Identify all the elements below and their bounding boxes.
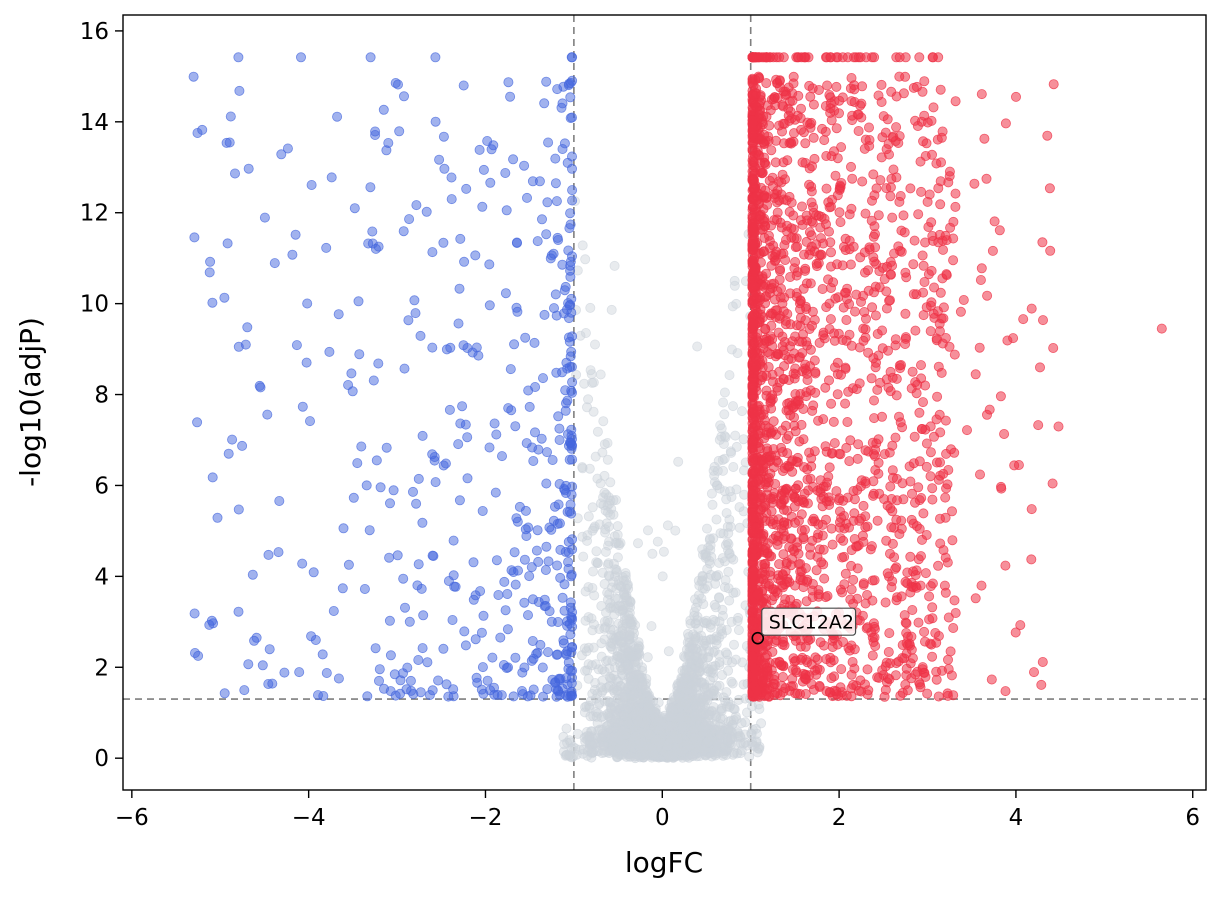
y-tick-label: 14 [80, 110, 109, 136]
scatter-points-layer [188, 52, 1167, 764]
highlight-label: SLC12A2 [769, 612, 854, 634]
highlight-label-box [761, 607, 857, 636]
x-tick-label: 2 [832, 805, 847, 831]
y-tick-label: 0 [94, 746, 109, 772]
series-up-regulated [747, 52, 1064, 702]
series-not-significant [558, 196, 767, 764]
y-tick-label: 4 [94, 564, 109, 590]
y-tick-label: 2 [94, 655, 109, 681]
y-axis-label: -log10(adjP) [14, 317, 47, 487]
y-tick-label: 10 [80, 292, 109, 318]
x-tick-label: −6 [115, 805, 149, 831]
x-tick-label: −2 [469, 805, 503, 831]
highlight-marker [751, 631, 765, 645]
axes-layer: −6 −4 −2 0 2 4 6 0 2 4 6 8 10 12 14 16 [80, 14, 1207, 831]
x-tick-label: −4 [292, 805, 326, 831]
y-tick-label: 8 [94, 383, 109, 409]
x-tick-label: 6 [1185, 805, 1200, 831]
x-tick-label: 0 [655, 805, 670, 831]
plot-spines [122, 14, 1207, 791]
annotation-layer: SLC12A2 [751, 607, 857, 645]
y-tick-label: 12 [80, 201, 109, 227]
y-tick-label: 16 [80, 19, 109, 45]
series-down-regulated [188, 52, 578, 702]
outlier-points [1156, 323, 1167, 334]
x-axis-label: logFC [625, 846, 703, 879]
x-tick-label: 4 [1009, 805, 1024, 831]
y-tick-label: 6 [94, 473, 109, 499]
